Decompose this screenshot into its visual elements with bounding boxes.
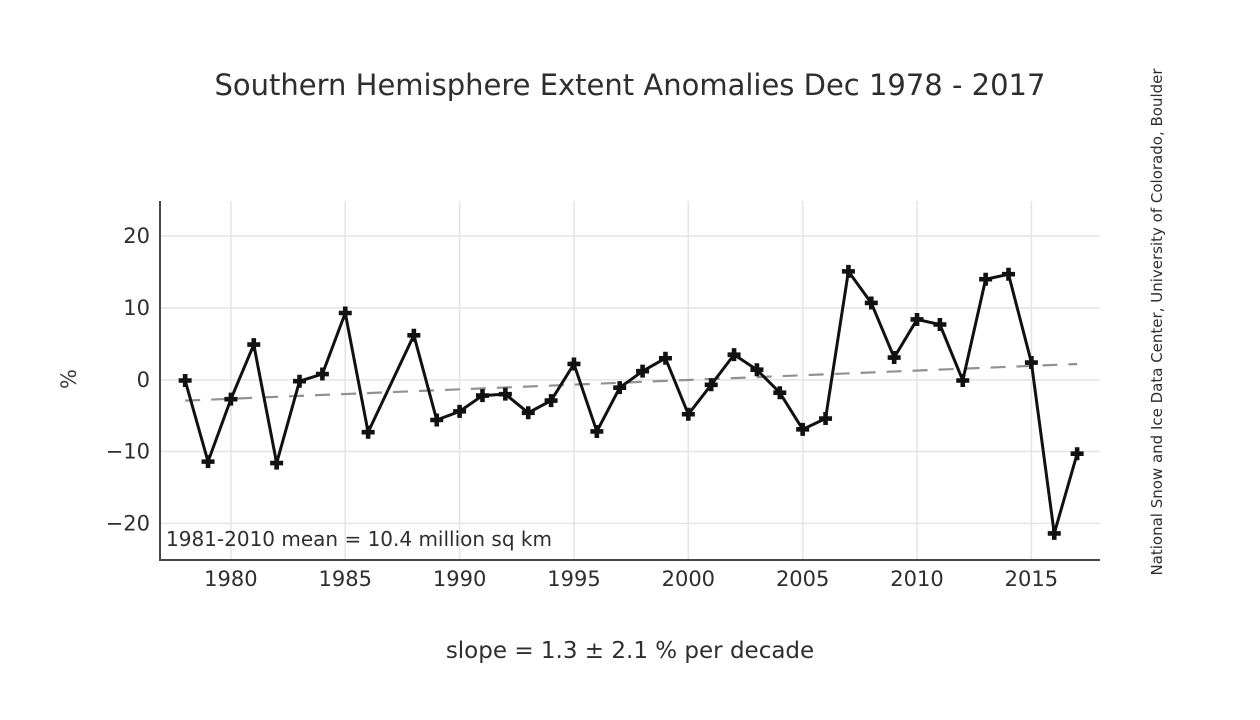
slope-caption: slope = 1.3 ± 2.1 % per decade xyxy=(445,638,815,664)
data-point-marker xyxy=(201,455,215,469)
x-tick-label: 1980 xyxy=(204,567,257,591)
data-point-marker xyxy=(315,367,329,381)
data-point-marker xyxy=(956,374,970,387)
data-point-marker xyxy=(910,312,924,326)
mean-annotation: 1981-2010 mean = 10.4 million sq km xyxy=(166,527,552,551)
series-line xyxy=(183,267,1079,534)
y-tick-label: −10 xyxy=(106,440,150,464)
y-tick-label: 10 xyxy=(123,296,150,320)
x-tick-label: 2010 xyxy=(890,567,943,591)
x-tick-label: 2000 xyxy=(662,567,715,591)
data-point-marker xyxy=(430,413,444,427)
x-tick-label: 1995 xyxy=(547,567,600,591)
data-point-marker xyxy=(407,328,421,342)
chart-title: Southern Hemisphere Extent Anomalies Dec… xyxy=(214,68,1046,102)
data-point-marker xyxy=(773,386,787,400)
data-point-marker xyxy=(750,363,764,377)
x-tick-label: 2005 xyxy=(776,567,829,591)
data-point-marker xyxy=(453,404,467,418)
data-point-marker xyxy=(544,394,558,408)
x-tick-label: 2015 xyxy=(1005,567,1058,591)
data-point-marker xyxy=(1047,526,1061,540)
data-point-marker xyxy=(704,378,718,392)
data-point-marker xyxy=(1070,447,1084,461)
data-point-marker xyxy=(979,272,993,286)
data-point-marker xyxy=(521,406,535,420)
data-point-marker xyxy=(498,387,512,401)
x-tick-label: 1990 xyxy=(433,567,486,591)
data-point-marker xyxy=(247,338,261,352)
y-tick-label: −20 xyxy=(106,511,150,535)
data-point-marker xyxy=(293,374,307,388)
data-point-marker xyxy=(681,407,695,421)
trend-line xyxy=(185,362,1078,402)
source-credit: National Snow and Ice Data Center, Unive… xyxy=(1148,68,1166,576)
data-point-marker xyxy=(590,424,604,438)
data-point-marker xyxy=(727,348,741,362)
data-point-marker xyxy=(796,422,810,436)
data-point-marker xyxy=(841,264,855,278)
data-point-marker xyxy=(270,456,284,470)
x-tick-label: 1985 xyxy=(319,567,372,591)
data-point-marker xyxy=(567,357,581,371)
data-point-marker xyxy=(224,392,238,406)
y-tick-label: 0 xyxy=(137,368,150,392)
data-point-marker xyxy=(887,351,901,365)
data-point-marker xyxy=(864,296,878,310)
data-point-marker xyxy=(1024,356,1038,370)
data-point-marker xyxy=(1002,267,1016,281)
data-point-marker xyxy=(613,381,627,395)
data-point-marker xyxy=(658,351,672,365)
data-point-marker xyxy=(933,317,947,331)
y-tick-label: 20 xyxy=(123,224,150,248)
data-point-marker xyxy=(361,425,375,439)
data-point-marker xyxy=(819,412,833,426)
data-point-marker xyxy=(338,306,352,320)
data-point-marker xyxy=(178,374,192,387)
data-point-marker xyxy=(475,389,489,403)
data-point-marker xyxy=(636,364,650,378)
